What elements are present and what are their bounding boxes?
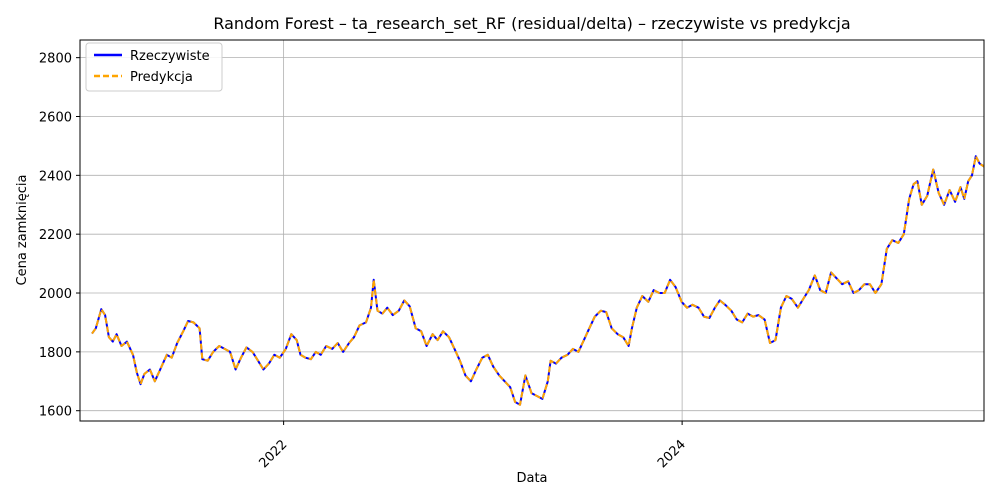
x-tick-label: 2024: [655, 437, 689, 471]
chart-title: Random Forest – ta_research_set_RF (resi…: [213, 14, 850, 34]
legend-label-predykcja: Predykcja: [130, 70, 193, 85]
y-tick-label: 1800: [39, 346, 72, 361]
series-line-predykcja: [91, 155, 985, 406]
y-axis-label: Cena zamknięcia: [15, 175, 30, 286]
x-axis-label: Data: [516, 471, 547, 486]
x-axis: 2022 2024: [256, 421, 689, 471]
y-tick-label: 2400: [39, 169, 72, 184]
y-tick-label: 2200: [39, 228, 72, 243]
y-tick-label: 2600: [39, 110, 72, 125]
legend: Rzeczywiste Predykcja: [85, 42, 223, 92]
y-tick-label: 2000: [39, 287, 72, 302]
y-tick-label: 2800: [39, 52, 72, 67]
series-line-rzeczywiste: [91, 155, 985, 406]
grid: [80, 40, 984, 421]
x-tick-label: 2022: [256, 437, 290, 471]
y-axis: 1600 1800 2000 2200 2400 2600 2800: [39, 52, 80, 420]
legend-label-rzeczywiste: Rzeczywiste: [130, 49, 210, 64]
y-tick-label: 1600: [39, 405, 72, 420]
series-layer: [91, 155, 985, 406]
plot-frame: [79, 39, 985, 422]
